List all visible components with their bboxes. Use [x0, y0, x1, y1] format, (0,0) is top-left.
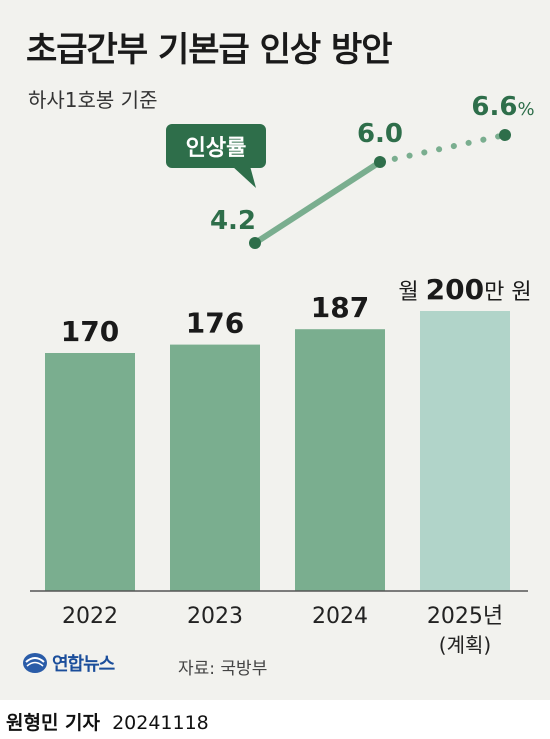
source-note: 자료: 국방부 [178, 659, 268, 679]
bar-value-label-2023: 176 [186, 307, 244, 340]
bar-2025년 [420, 311, 510, 591]
rate-line-dotted [377, 132, 508, 165]
bar-line-chart: 170 176 187 월 200만 원 2022 2023 2024 2025년 (계획) 4.… [30, 92, 535, 657]
bar-2024 [295, 329, 385, 591]
x-tick-label-2025년: 2025년 [427, 604, 503, 629]
series-callout-box [166, 124, 266, 168]
rate-line-solid [252, 159, 383, 246]
x-tick-sublabel-2025년: (계획) [439, 633, 491, 657]
rate-point-2024 [374, 156, 386, 168]
publish-date: 20241118 [112, 712, 209, 734]
bar-2023 [170, 344, 260, 591]
series-callout-pointer [232, 166, 256, 188]
bar-value-label-2025년: 월 200만 원 [398, 273, 531, 306]
chart-subtitle: 하사1호봉 기준 [28, 88, 158, 112]
bar-value-label-2024: 187 [311, 291, 369, 324]
rate-point-2023 [249, 237, 261, 249]
rate-label-2024: 6.0 [357, 119, 403, 149]
rate-label-2023: 4.2 [210, 206, 256, 236]
page-title: 초급간부 기본급 인상 방안 [26, 30, 393, 70]
bar-2022 [45, 353, 135, 591]
bar-value-label-2022: 170 [61, 315, 119, 348]
logo-text: 연합뉴스 [52, 654, 115, 675]
x-tick-label-2024: 2024 [312, 604, 368, 629]
x-tick-label-2023: 2023 [187, 604, 243, 629]
globe-icon [23, 653, 47, 673]
rate-label-2025년: 6.6% [471, 92, 534, 122]
series-callout-label: 인상률 [186, 136, 247, 161]
rate-point-2025년 [499, 129, 511, 141]
byline: 원형민 기자 20241118 [6, 708, 209, 735]
x-tick-label-2022: 2022 [62, 604, 118, 629]
yonhap-logo: 연합뉴스 [22, 650, 115, 676]
reporter-name: 원형민 기자 [6, 712, 101, 734]
